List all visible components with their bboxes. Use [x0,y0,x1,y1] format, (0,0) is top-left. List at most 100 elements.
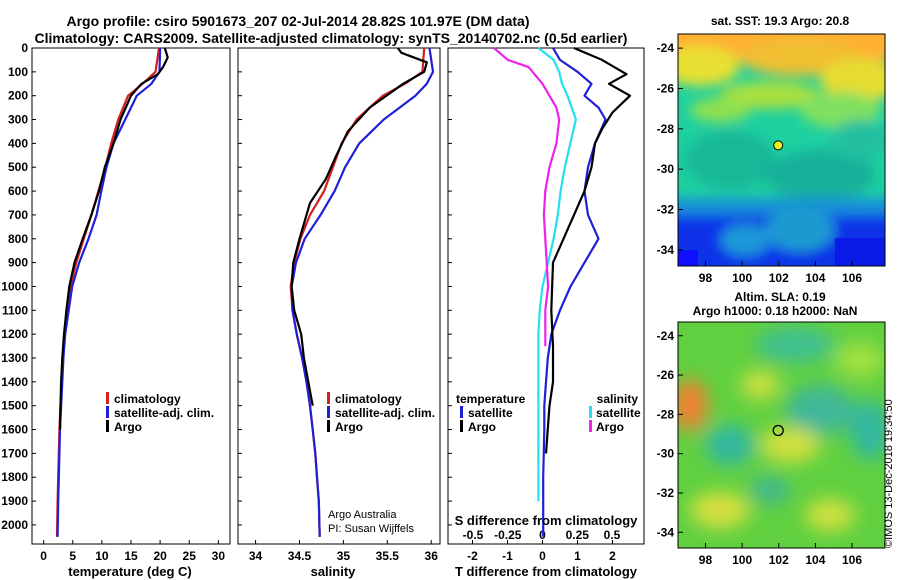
x-tick-label: -2 [467,549,478,563]
legend-head-temperature: temperature [456,392,526,406]
lat-tick-label: -26 [657,81,675,95]
s-difference-satellite-line [537,47,578,502]
difference-legend: temperature satellite Argo salinity sate… [456,392,641,434]
x-tick-label: 25 [183,549,197,563]
s-tick-label: -0.25 [494,528,522,542]
legend-label-climatology: climatology [335,392,402,406]
legend-label-argo: Argo [114,420,142,434]
x-tick-label: 34 [249,549,263,563]
lat-tick-label: -30 [657,162,675,176]
salinity-xlabel: salinity [311,564,357,579]
t-difference-argo-line [544,46,632,454]
float-position-marker [772,424,784,437]
x-tick-label: 15 [124,549,138,563]
x-tick-label: -1 [502,549,513,563]
legend-label-s-argo: Argo [596,420,624,434]
credit-argo-australia: Argo Australia [328,509,397,521]
temperature-satellite-line [56,47,162,537]
legend-label-s-satellite: satellite [596,406,641,420]
depth-tick-label: 2000 [1,518,28,532]
sst-map-frame [677,33,886,267]
lon-tick-label: 102 [769,271,789,285]
legend-swatch-t-satellite [460,406,463,418]
depth-tick-label: 0 [21,41,28,55]
legend-label-satellite: satellite-adj. clim. [114,406,214,420]
sla-map-frame [677,321,886,549]
depth-tick-label: 1300 [1,351,28,365]
legend-label-argo: Argo [335,420,363,434]
depth-tick-label: 1100 [2,303,28,317]
lat-tick-label: -34 [657,525,675,539]
legend-swatch-satellite [327,406,330,418]
legend-label-t-satellite: satellite [468,406,513,420]
lat-tick-label: -34 [657,243,675,257]
title-line2: Climatology: CARS2009. Satellite-adjuste… [35,30,628,46]
lon-tick-label: 98 [699,553,713,567]
depth-tick-label: 1800 [1,470,28,484]
sla-map-title-1: Altim. SLA: 0.19 [734,290,826,304]
depth-tick-label: 1200 [1,327,28,341]
lon-tick-label: 104 [805,271,825,285]
x-tick-label: 2 [609,549,616,563]
s-tick-label: 0.25 [566,528,590,542]
depth-tick-label: 500 [8,160,28,174]
x-tick-label: 1 [574,549,581,563]
difference-plot-frame [447,47,645,545]
lat-tick-label: -28 [657,122,675,136]
depth-tick-label: 1900 [1,494,28,508]
lat-tick-label: -26 [657,368,675,382]
legend-label-climatology: climatology [114,392,181,406]
lon-tick-label: 100 [732,271,752,285]
lat-tick-label: -32 [657,486,675,500]
depth-tick-label: 1600 [1,423,28,437]
salinity-argo-line [290,47,428,406]
depth-tick-label: 300 [8,113,28,127]
s-difference-argo-line [493,47,561,347]
title-line1: Argo profile: csiro 5901673_207 02-Jul-2… [66,13,529,29]
lat-tick-label: -28 [657,407,675,421]
depth-tick-label: 1700 [1,446,28,460]
depth-tick-label: 800 [8,232,28,246]
salinity-satellite-line [290,47,435,537]
x-tick-label: 30 [212,549,226,563]
map-axes: -24 -26 -28 -30 -32 -34 98 100 102 104 106 -24 -26 -2… [657,41,863,567]
credit-pi: PI: Susan Wijffels [328,523,414,535]
legend-swatch-climatology [327,392,330,404]
x-tick-label: 0 [40,549,47,563]
lon-tick-label: 100 [732,553,752,567]
difference-xlabel: T difference from climatology [455,564,638,579]
lon-tick-label: 106 [842,271,862,285]
x-tick-label: 34.5 [288,549,312,563]
s-tick-label: -0.5 [463,528,484,542]
legend-swatch-argo [327,420,330,432]
depth-tick-label: 200 [8,89,28,103]
x-tick-label: 0 [539,549,546,563]
sst-map-title: sat. SST: 19.3 Argo: 20.8 [711,14,850,28]
float-position-marker [773,140,784,151]
lon-tick-label: 106 [842,553,862,567]
x-tick-label: 35 [337,549,351,563]
legend-swatch-s-argo [589,420,592,432]
legend-label-t-argo: Argo [468,420,496,434]
t-difference-satellite-line [542,47,607,537]
sla-map-title-2: Argo h1000: 0.18 h2000: NaN [693,304,858,318]
depth-tick-label: 900 [8,256,28,270]
temperature-argo-line [58,47,169,430]
temperature-plot-frame [31,47,231,545]
depth-axis: 0 100 200 300 400 500 600 700 800 900 1000 1100 1200… [1,41,452,532]
depth-tick-label: 400 [8,136,28,150]
x-tick-label: 35.5 [376,549,400,563]
salinity-legend: climatology satellite-adj. clim. Argo [327,392,435,434]
profile-lines [55,46,632,537]
legend-head-salinity: salinity [597,392,639,406]
x-tick-label: 20 [153,549,167,563]
depth-tick-label: 1000 [1,279,28,293]
sst-map [678,34,885,266]
s-difference-label: S difference from climatology [455,513,639,528]
lon-tick-label: 104 [805,553,825,567]
legend-label-satellite: satellite-adj. clim. [335,406,435,420]
lon-tick-label: 98 [699,271,713,285]
temperature-xlabel: temperature (deg C) [68,564,192,579]
x-tick-label: 36 [425,549,439,563]
